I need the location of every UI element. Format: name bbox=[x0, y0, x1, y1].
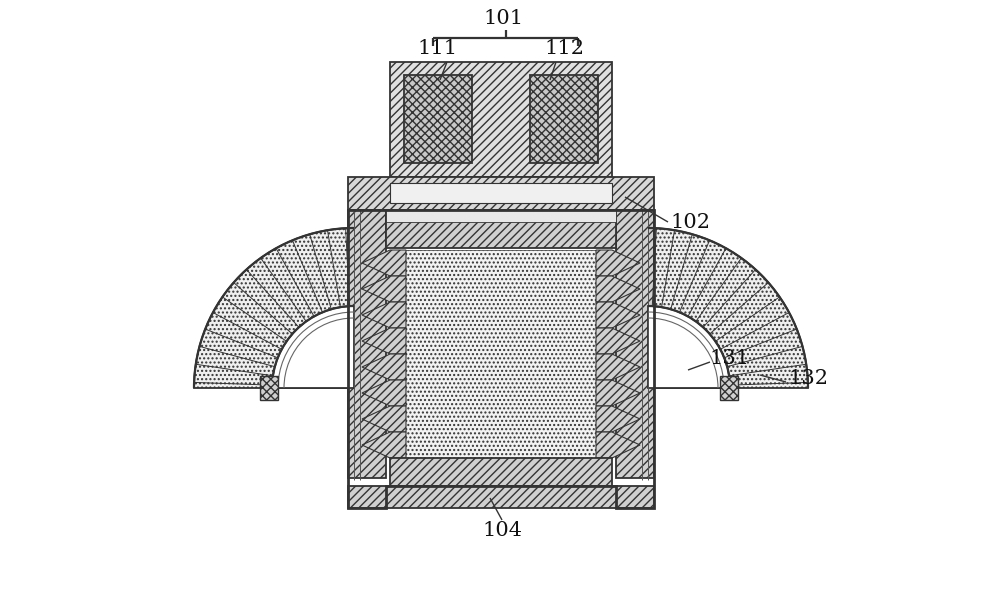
Bar bbox=[530, 75, 598, 163]
Polygon shape bbox=[596, 250, 640, 276]
Polygon shape bbox=[362, 406, 406, 432]
Wedge shape bbox=[648, 228, 808, 388]
Polygon shape bbox=[596, 328, 640, 354]
Bar bbox=[616, 210, 654, 478]
Polygon shape bbox=[362, 302, 406, 328]
Bar bbox=[348, 177, 654, 210]
Polygon shape bbox=[362, 432, 406, 458]
Polygon shape bbox=[596, 354, 640, 380]
Bar bbox=[720, 376, 738, 400]
Polygon shape bbox=[596, 432, 640, 458]
Bar bbox=[390, 458, 612, 486]
Polygon shape bbox=[362, 250, 406, 276]
Text: 132: 132 bbox=[788, 369, 828, 388]
Bar bbox=[386, 210, 616, 222]
Polygon shape bbox=[362, 380, 406, 406]
Bar bbox=[404, 75, 472, 163]
Wedge shape bbox=[194, 228, 354, 388]
Text: 112: 112 bbox=[544, 38, 584, 58]
Bar bbox=[390, 183, 612, 203]
Text: 111: 111 bbox=[418, 38, 458, 58]
Polygon shape bbox=[362, 276, 406, 302]
Polygon shape bbox=[596, 380, 640, 406]
Bar bbox=[348, 486, 654, 508]
Wedge shape bbox=[272, 306, 354, 388]
Text: 104: 104 bbox=[482, 521, 522, 540]
Bar bbox=[386, 210, 616, 248]
Bar bbox=[260, 376, 278, 400]
Polygon shape bbox=[596, 276, 640, 302]
Polygon shape bbox=[362, 328, 406, 354]
Bar bbox=[390, 250, 612, 458]
Bar bbox=[348, 210, 386, 478]
Polygon shape bbox=[362, 354, 406, 380]
Text: 101: 101 bbox=[483, 8, 523, 28]
Bar bbox=[390, 62, 612, 177]
Polygon shape bbox=[596, 406, 640, 432]
Wedge shape bbox=[648, 306, 730, 388]
Text: 102: 102 bbox=[670, 213, 710, 231]
Polygon shape bbox=[596, 302, 640, 328]
Text: 131: 131 bbox=[710, 349, 750, 368]
